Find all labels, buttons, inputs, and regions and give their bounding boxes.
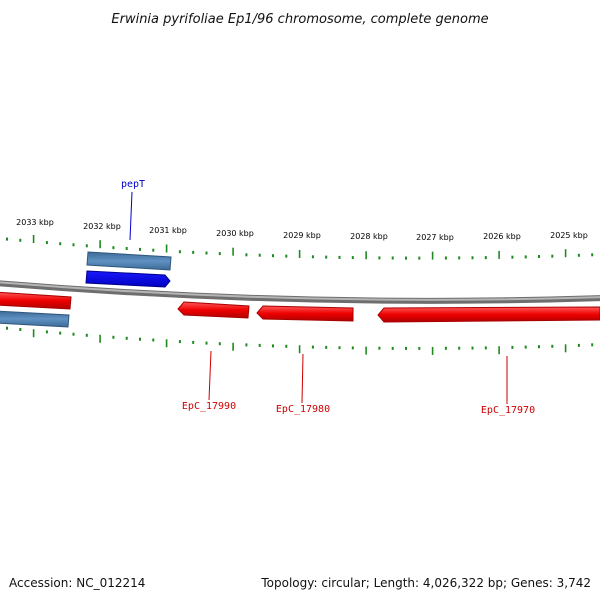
gene-feature-EpC-17990[interactable] <box>177 301 250 319</box>
gene-label-EpC-17980[interactable]: EpC_17980 <box>276 404 330 415</box>
gene-feature-EpC-17980[interactable] <box>256 305 354 322</box>
leader-line-EpC-17990 <box>208 350 212 401</box>
genome-backbone-highlight <box>0 281 600 301</box>
gene-feature-left-red[interactable] <box>0 291 72 310</box>
gene-label-EpC-17990[interactable]: EpC_17990 <box>182 401 236 412</box>
ruler-label: 2033 kbp <box>16 218 54 227</box>
gene-label-EpC-17970[interactable]: EpC_17970 <box>481 405 535 416</box>
leader-line-pepT <box>129 191 133 241</box>
ruler-label: 2032 kbp <box>83 222 121 231</box>
ruler-labels: 2033 kbp 2032 kbp 2031 kbp 2030 kbp 2029… <box>16 218 588 242</box>
tick-row-lower <box>6 326 594 355</box>
leader-line-EpC-17980 <box>301 353 304 404</box>
accession-text: Accession: NC_012214 <box>9 576 146 590</box>
genome-title: Erwinia pyrifoliae Ep1/96 chromosome, co… <box>111 12 488 27</box>
ruler-label: 2028 kbp <box>350 232 388 241</box>
ruler-label: 2029 kbp <box>283 231 321 240</box>
tick-row-upper <box>6 235 594 260</box>
ruler-label: 2031 kbp <box>149 226 187 235</box>
gene-label-pepT[interactable]: pepT <box>121 179 145 190</box>
cds-feature-forward[interactable] <box>86 251 172 271</box>
genome-summary-text: Topology: circular; Length: 4,026,322 bp… <box>261 576 591 590</box>
gene-feature-peptT[interactable] <box>85 270 171 288</box>
cds-feature-left-steel[interactable] <box>0 310 70 328</box>
gene-feature-EpC-17970[interactable] <box>377 306 600 323</box>
ruler-label: 2026 kbp <box>483 232 521 241</box>
ruler-label: 2030 kbp <box>216 229 254 238</box>
ruler-label: 2025 kbp <box>550 231 588 240</box>
ruler-label: 2027 kbp <box>416 233 454 242</box>
